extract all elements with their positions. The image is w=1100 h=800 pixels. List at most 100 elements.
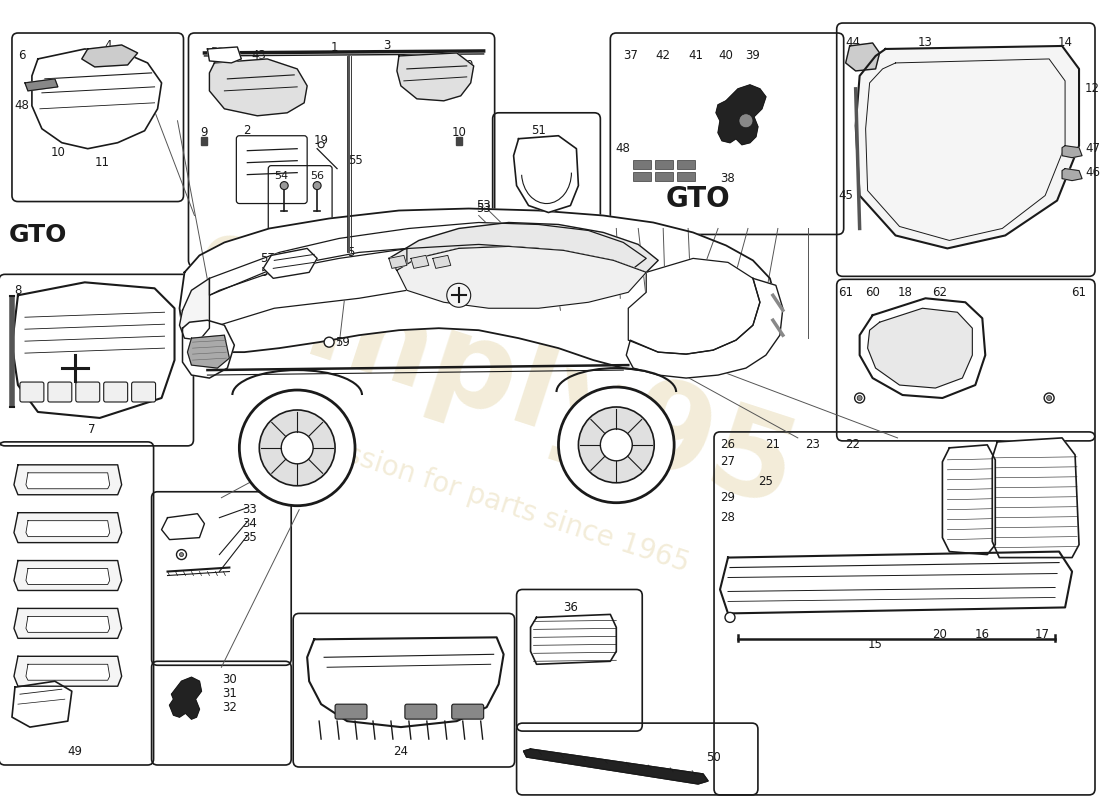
Text: 62: 62 <box>932 286 947 298</box>
FancyBboxPatch shape <box>48 382 72 402</box>
Bar <box>634 172 651 181</box>
Polygon shape <box>26 664 110 680</box>
Polygon shape <box>14 609 122 638</box>
Polygon shape <box>169 678 201 719</box>
Text: 60: 60 <box>866 286 880 298</box>
Circle shape <box>725 613 735 622</box>
Bar <box>201 137 208 145</box>
Circle shape <box>855 393 865 403</box>
Polygon shape <box>205 249 407 328</box>
Polygon shape <box>432 255 451 268</box>
Text: 6: 6 <box>19 50 25 62</box>
Text: 54: 54 <box>274 170 288 181</box>
Bar <box>656 160 673 169</box>
Polygon shape <box>14 656 122 686</box>
Text: 30: 30 <box>222 673 236 686</box>
Text: 34: 34 <box>242 517 256 530</box>
Polygon shape <box>14 513 122 542</box>
Text: 2: 2 <box>243 124 251 138</box>
Text: 61: 61 <box>838 286 854 298</box>
Text: 4: 4 <box>104 39 111 53</box>
Text: 29: 29 <box>720 491 736 504</box>
Text: 10: 10 <box>51 146 65 159</box>
Text: 8: 8 <box>14 284 22 297</box>
Text: 48: 48 <box>14 99 30 112</box>
Text: 59: 59 <box>336 336 351 349</box>
Text: 18: 18 <box>898 286 913 298</box>
Text: 1: 1 <box>330 42 338 54</box>
Polygon shape <box>263 249 317 278</box>
Text: 32: 32 <box>222 701 236 714</box>
Circle shape <box>579 407 654 482</box>
Text: 31: 31 <box>222 686 236 700</box>
Text: 9: 9 <box>465 59 473 73</box>
Text: 36: 36 <box>563 601 578 614</box>
Text: 10: 10 <box>451 126 466 139</box>
Polygon shape <box>943 445 996 554</box>
Text: 43: 43 <box>252 50 266 62</box>
FancyBboxPatch shape <box>132 382 155 402</box>
Polygon shape <box>397 53 474 101</box>
Text: 16: 16 <box>975 628 990 641</box>
Polygon shape <box>162 514 205 540</box>
Text: 41: 41 <box>689 50 704 62</box>
Polygon shape <box>12 282 175 418</box>
FancyBboxPatch shape <box>405 704 437 719</box>
Text: Simply95: Simply95 <box>168 226 810 534</box>
Polygon shape <box>859 298 986 398</box>
Polygon shape <box>183 320 234 378</box>
Text: 7: 7 <box>88 423 96 437</box>
Polygon shape <box>397 246 646 308</box>
Text: 25: 25 <box>759 475 773 488</box>
Circle shape <box>240 390 355 506</box>
Polygon shape <box>628 258 760 354</box>
Polygon shape <box>179 278 209 340</box>
Text: 47: 47 <box>1085 142 1100 155</box>
Text: 42: 42 <box>656 50 671 62</box>
Text: 28: 28 <box>720 511 736 524</box>
Text: 15: 15 <box>868 638 883 651</box>
Text: a passion for parts since 1965: a passion for parts since 1965 <box>285 422 693 578</box>
Text: 27: 27 <box>720 455 736 468</box>
Text: 26: 26 <box>720 438 736 451</box>
FancyBboxPatch shape <box>452 704 484 719</box>
Text: 13: 13 <box>918 37 933 50</box>
Text: 35: 35 <box>242 531 256 544</box>
Text: 3: 3 <box>383 39 390 53</box>
Circle shape <box>179 553 184 557</box>
Polygon shape <box>868 308 972 388</box>
Circle shape <box>314 182 321 190</box>
Text: 44: 44 <box>845 37 860 50</box>
Polygon shape <box>26 617 110 632</box>
Circle shape <box>739 114 752 128</box>
Bar <box>678 160 695 169</box>
Circle shape <box>1046 395 1052 401</box>
Polygon shape <box>992 438 1079 558</box>
Text: 52: 52 <box>210 46 224 59</box>
Circle shape <box>318 142 324 148</box>
Text: GTO: GTO <box>9 223 67 247</box>
Text: 38: 38 <box>720 172 736 185</box>
Polygon shape <box>14 561 122 590</box>
Polygon shape <box>389 222 658 272</box>
Circle shape <box>857 395 862 401</box>
Polygon shape <box>12 682 72 727</box>
FancyBboxPatch shape <box>336 704 367 719</box>
Text: 14: 14 <box>1057 37 1072 50</box>
Polygon shape <box>32 49 162 149</box>
Text: 9: 9 <box>200 126 208 139</box>
Polygon shape <box>81 45 138 67</box>
Bar <box>455 137 462 145</box>
Polygon shape <box>856 46 1079 249</box>
Polygon shape <box>26 569 110 585</box>
Polygon shape <box>720 551 1072 614</box>
Polygon shape <box>209 59 307 116</box>
Polygon shape <box>187 335 230 368</box>
Polygon shape <box>716 85 766 145</box>
Text: 57: 57 <box>260 252 275 265</box>
Text: 49: 49 <box>67 745 82 758</box>
Polygon shape <box>307 638 504 727</box>
Text: 11: 11 <box>95 156 109 169</box>
Circle shape <box>324 337 334 347</box>
Circle shape <box>282 432 314 464</box>
